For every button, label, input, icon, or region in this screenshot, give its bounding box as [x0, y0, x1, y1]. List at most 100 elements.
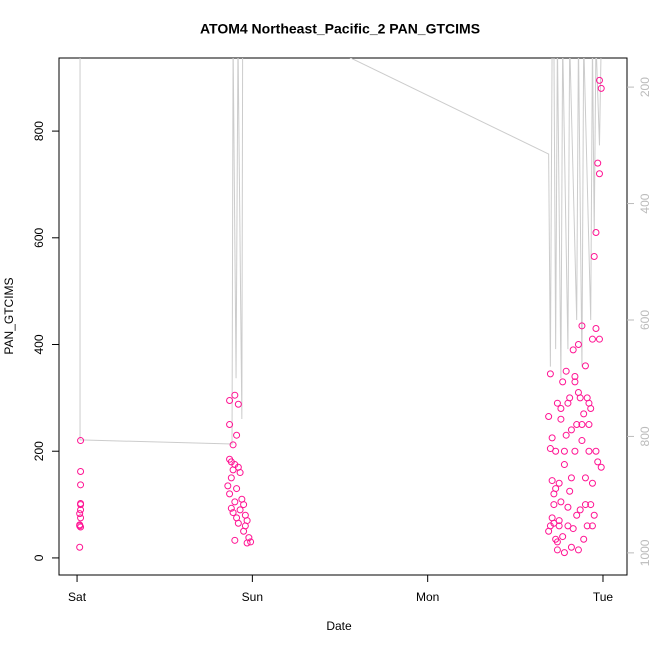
point [585, 447, 593, 455]
point [573, 511, 581, 519]
point [236, 469, 244, 477]
point [545, 413, 553, 421]
point [229, 441, 237, 449]
point [588, 522, 596, 530]
point [77, 514, 85, 522]
point [581, 474, 589, 482]
point [574, 389, 582, 397]
y2-tick-label: 1000 [638, 539, 650, 566]
point [553, 546, 561, 554]
y-tick-label: 200 [32, 441, 46, 461]
point [588, 479, 596, 487]
point [594, 458, 602, 466]
point [559, 533, 567, 541]
point [231, 498, 239, 506]
y2-tick-label: 600 [638, 310, 650, 330]
point [231, 536, 239, 544]
y-tick-label: 400 [32, 334, 46, 354]
point [76, 522, 84, 530]
point [247, 538, 255, 546]
point [555, 522, 563, 530]
point [562, 367, 570, 375]
point [590, 511, 598, 519]
point [576, 506, 584, 514]
point [562, 431, 570, 439]
point [592, 325, 600, 333]
point [236, 506, 244, 514]
point [240, 527, 248, 535]
point [578, 322, 586, 330]
point [243, 539, 251, 547]
y2-tick-label: 400 [638, 193, 650, 213]
y-tick-label: 800 [32, 121, 46, 141]
point [581, 362, 589, 370]
line [79, 58, 602, 445]
point [553, 538, 561, 546]
point [573, 421, 581, 429]
point [581, 501, 589, 509]
point [597, 84, 605, 92]
point [77, 501, 85, 509]
point [595, 170, 603, 178]
y2-tick-label: 800 [638, 426, 650, 446]
point [229, 509, 237, 517]
point [227, 474, 235, 482]
point [585, 399, 593, 407]
point [566, 487, 574, 495]
point [234, 519, 242, 527]
point [574, 341, 582, 349]
point [546, 445, 554, 453]
point [592, 228, 600, 236]
point [226, 397, 234, 405]
point [560, 447, 568, 455]
point [555, 517, 563, 525]
point [597, 463, 605, 471]
x-tick-label: Mon [416, 590, 439, 604]
point [578, 437, 586, 445]
point [571, 378, 579, 386]
point [560, 461, 568, 469]
point [571, 447, 579, 455]
point [594, 159, 602, 167]
point [77, 481, 85, 489]
point [77, 506, 85, 514]
point [233, 431, 241, 439]
y2-tick-label: 200 [638, 77, 650, 97]
point [548, 434, 556, 442]
y-tick-label: 600 [32, 227, 46, 247]
point [574, 546, 582, 554]
point [77, 523, 85, 531]
plot-frame [58, 57, 628, 576]
point [226, 421, 234, 429]
point [548, 477, 556, 485]
point [590, 252, 598, 260]
point [548, 514, 556, 522]
plot-area [76, 58, 605, 557]
point [555, 479, 563, 487]
point [560, 549, 568, 557]
point [227, 504, 235, 512]
point [587, 501, 595, 509]
point [77, 437, 85, 445]
point [545, 527, 553, 535]
x-axis-label: Date [326, 619, 352, 633]
point [588, 335, 596, 343]
point [550, 501, 558, 509]
point [546, 370, 554, 378]
point [557, 405, 565, 413]
chart-title: ATOM4 Northeast_Pacific_2 PAN_GTCIMS [200, 21, 480, 37]
point [595, 76, 603, 84]
y-tick-label: 0 [32, 554, 46, 561]
point [231, 391, 239, 399]
x-tick-label: Sun [242, 590, 263, 604]
point [226, 490, 234, 498]
point [229, 466, 237, 474]
point [564, 503, 572, 511]
x-tick-label: Tue [593, 590, 614, 604]
point [77, 467, 85, 475]
point [224, 482, 232, 490]
point [240, 501, 248, 509]
x-tick-label: Sat [68, 590, 87, 604]
point [580, 410, 588, 418]
